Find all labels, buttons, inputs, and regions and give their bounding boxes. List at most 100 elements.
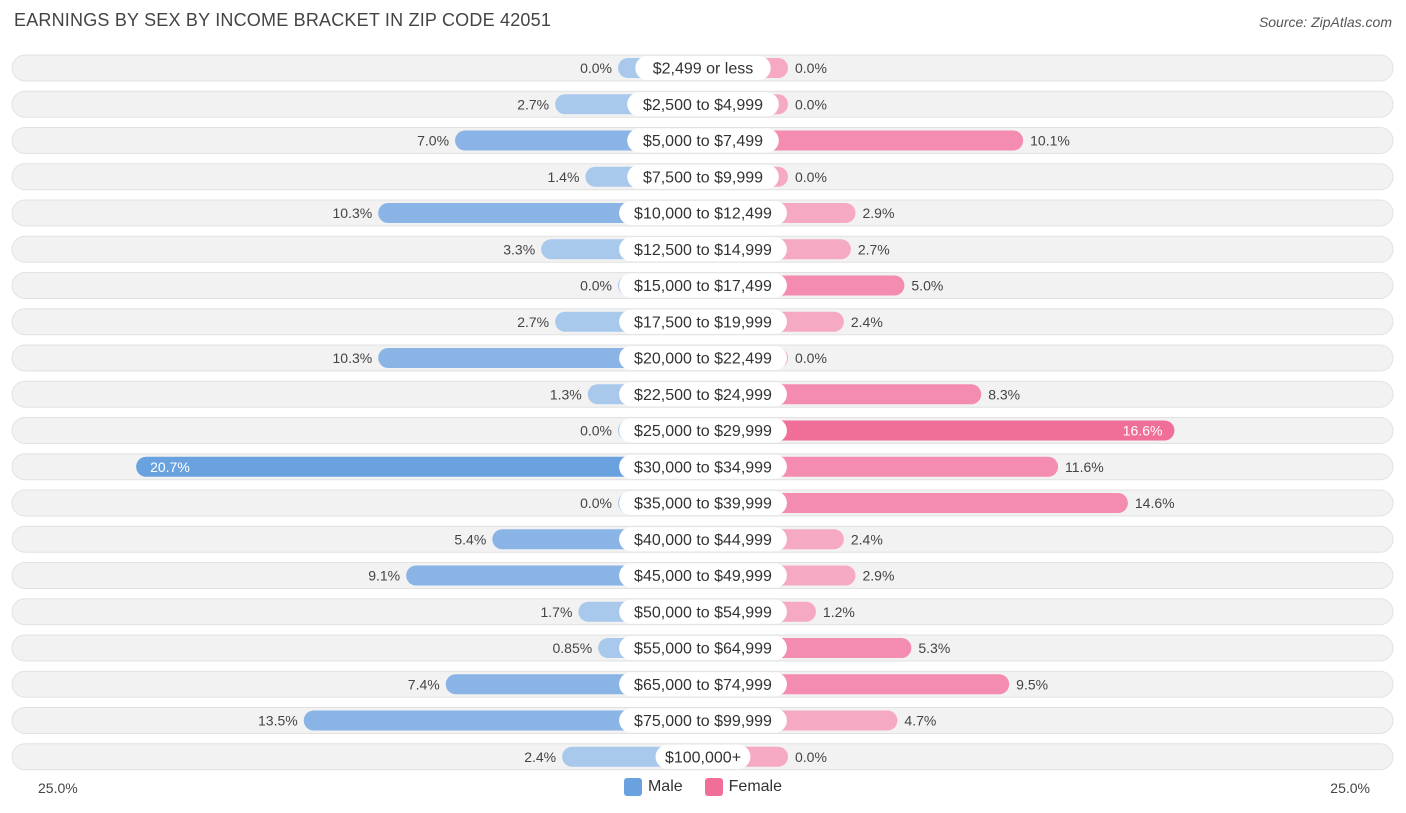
male-value-label: 2.7%	[517, 96, 549, 112]
female-value-label: 11.6%	[1065, 459, 1104, 475]
category-pill	[619, 454, 787, 479]
female-value-label: 2.9%	[863, 568, 895, 584]
category-pill	[619, 309, 787, 334]
male-value-label: 0.0%	[580, 278, 612, 294]
bar-row: 10.3% 2.9% $10,000 to $12,499	[11, 199, 1394, 227]
category-label: $35,000 to $39,999	[634, 496, 772, 513]
category-label: $40,000 to $44,999	[634, 532, 772, 549]
male-value-label: 0.85%	[553, 640, 593, 656]
bar-row: 2.4% 0.0% $100,000+	[11, 743, 1394, 771]
male-bar	[136, 456, 703, 477]
male-value-label: 20.7%	[150, 459, 190, 475]
category-pill	[627, 128, 779, 153]
category-label: $10,000 to $12,499	[634, 206, 772, 223]
category-label: $5,000 to $7,499	[643, 133, 763, 150]
male-value-label: 9.1%	[368, 568, 400, 584]
female-value-label: 2.9%	[863, 205, 895, 221]
category-label: $7,500 to $9,999	[643, 169, 763, 186]
female-value-label: 1.2%	[823, 604, 855, 620]
female-value-label: 0.0%	[795, 169, 827, 185]
female-value-label: 9.5%	[1016, 676, 1048, 692]
chart-title: EARNINGS BY SEX BY INCOME BRACKET IN ZIP…	[14, 10, 552, 30]
male-value-label: 13.5%	[258, 713, 298, 729]
category-label: $100,000+	[665, 749, 741, 766]
female-value-label: 16.6%	[1123, 423, 1163, 439]
category-pill	[619, 237, 787, 262]
category-label: $15,000 to $17,499	[634, 278, 772, 295]
bar-row: 7.4% 9.5% $65,000 to $74,999	[11, 670, 1394, 698]
category-pill	[619, 708, 787, 733]
bar-row: 5.4% 2.4% $40,000 to $44,999	[11, 525, 1394, 553]
male-value-label: 10.3%	[333, 205, 373, 221]
category-pill	[619, 563, 787, 588]
category-pill	[619, 599, 787, 624]
female-bar	[703, 456, 1059, 477]
category-label: $50,000 to $54,999	[634, 604, 772, 621]
bar-row: 9.1% 2.9% $45,000 to $49,999	[11, 562, 1394, 589]
bar-row: 0.85% 5.3% $55,000 to $64,999	[11, 634, 1394, 662]
female-value-label: 5.3%	[918, 640, 950, 656]
female-value-label: 4.7%	[904, 713, 936, 729]
legend-item-male: Male	[623, 778, 683, 796]
axis-left-label: 25.0%	[38, 780, 78, 796]
male-value-label: 1.4%	[547, 169, 579, 185]
female-bar	[703, 420, 1175, 441]
category-pill	[619, 382, 787, 407]
bar-row: 2.7% 2.4% $17,500 to $19,999	[11, 308, 1394, 336]
bar-row: 1.3% 8.3% $22,500 to $24,999	[11, 380, 1394, 408]
bar-row: 2.7% 0.0% $2,500 to $4,999	[11, 90, 1394, 118]
male-value-label: 10.3%	[333, 350, 373, 366]
legend-label-female: Female	[728, 778, 783, 795]
bar-row: 20.7% 11.6% $30,000 to $34,999	[11, 453, 1394, 481]
source-credit: Source: ZipAtlas.com	[1258, 14, 1392, 30]
male-value-label: 7.4%	[408, 676, 440, 692]
male-value-label: 3.3%	[503, 241, 535, 257]
male-value-label: 7.0%	[417, 133, 449, 149]
female-value-label: 14.6%	[1135, 495, 1175, 511]
legend-swatch-female	[704, 778, 723, 796]
bar-row: 0.0% 14.6% $35,000 to $39,999	[11, 489, 1394, 517]
bar-row: 0.0% 16.6% $25,000 to $29,999	[11, 417, 1394, 444]
bar-row: 13.5% 4.7% $75,000 to $99,999	[11, 707, 1394, 734]
category-pill	[619, 491, 787, 515]
bar-row: 7.0% 10.1% $5,000 to $7,499	[11, 127, 1394, 154]
category-pill	[619, 672, 787, 697]
male-value-label: 2.4%	[524, 749, 556, 765]
female-value-label: 8.3%	[988, 386, 1020, 402]
legend-item-female: Female	[704, 778, 783, 796]
category-pill	[635, 56, 771, 80]
legend: Male Female	[0, 778, 1406, 796]
category-label: $55,000 to $64,999	[634, 641, 772, 658]
category-label: $17,500 to $19,999	[634, 314, 772, 331]
legend-swatch-male	[623, 778, 642, 796]
female-value-label: 2.4%	[851, 531, 883, 547]
bar-row: 1.4% 0.0% $7,500 to $9,999	[11, 163, 1394, 191]
category-label: $20,000 to $22,499	[634, 351, 772, 368]
category-label: $2,500 to $4,999	[643, 97, 763, 114]
bar-row: 0.0% 5.0% $15,000 to $17,499	[11, 272, 1394, 299]
male-value-label: 1.7%	[541, 604, 573, 620]
category-pill	[627, 164, 779, 189]
female-value-label: 5.0%	[911, 278, 943, 294]
bar-row: 1.7% 1.2% $50,000 to $54,999	[11, 598, 1394, 626]
category-label: $75,000 to $99,999	[634, 713, 772, 730]
category-pill	[619, 418, 787, 443]
legend-label-male: Male	[647, 778, 683, 795]
female-value-label: 0.0%	[795, 60, 827, 76]
female-value-label: 2.7%	[858, 241, 890, 257]
bar-row: 3.3% 2.7% $12,500 to $14,999	[11, 235, 1394, 263]
category-pill	[619, 273, 787, 298]
male-bar	[303, 710, 703, 731]
category-pill	[619, 346, 787, 370]
female-value-label: 0.0%	[795, 749, 827, 765]
male-value-label: 0.0%	[580, 60, 612, 76]
female-value-label: 0.0%	[795, 96, 827, 112]
female-value-label: 10.1%	[1030, 133, 1070, 149]
category-label: $45,000 to $49,999	[634, 568, 772, 585]
category-pill	[655, 744, 751, 769]
category-label: $22,500 to $24,999	[634, 387, 772, 404]
category-label: $30,000 to $34,999	[634, 459, 772, 476]
male-value-label: 0.0%	[580, 495, 612, 511]
female-bar	[703, 130, 1024, 151]
